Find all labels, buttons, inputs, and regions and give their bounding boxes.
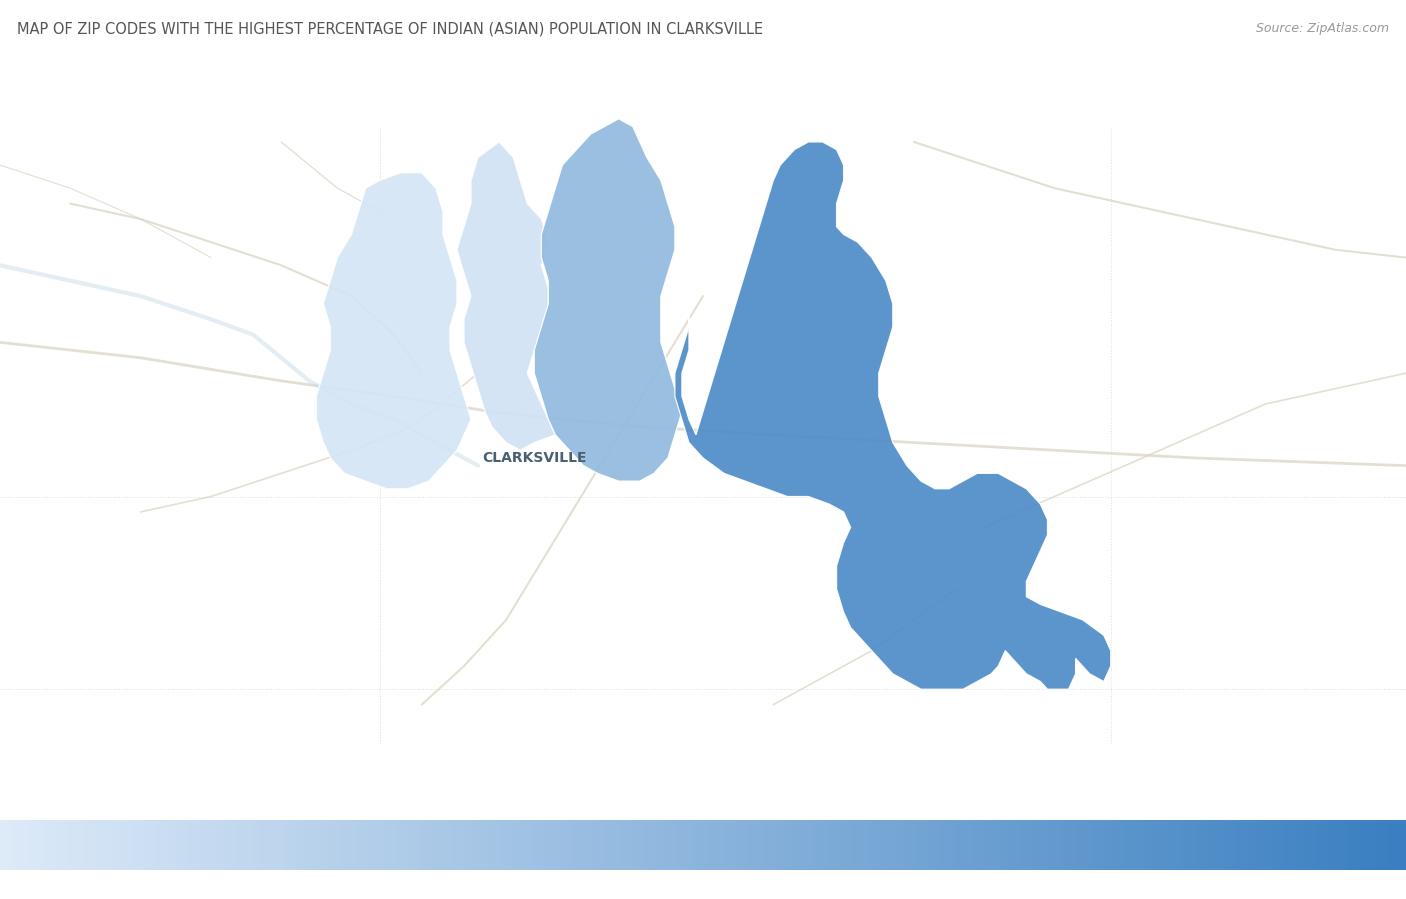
Polygon shape xyxy=(316,173,471,489)
Text: MAP OF ZIP CODES WITH THE HIGHEST PERCENTAGE OF INDIAN (ASIAN) POPULATION IN CLA: MAP OF ZIP CODES WITH THE HIGHEST PERCEN… xyxy=(17,22,763,37)
Polygon shape xyxy=(534,119,682,481)
Polygon shape xyxy=(675,142,1111,690)
Text: Source: ZipAtlas.com: Source: ZipAtlas.com xyxy=(1256,22,1389,34)
Text: CLARKSVILLE: CLARKSVILLE xyxy=(482,451,586,465)
Polygon shape xyxy=(457,142,555,450)
